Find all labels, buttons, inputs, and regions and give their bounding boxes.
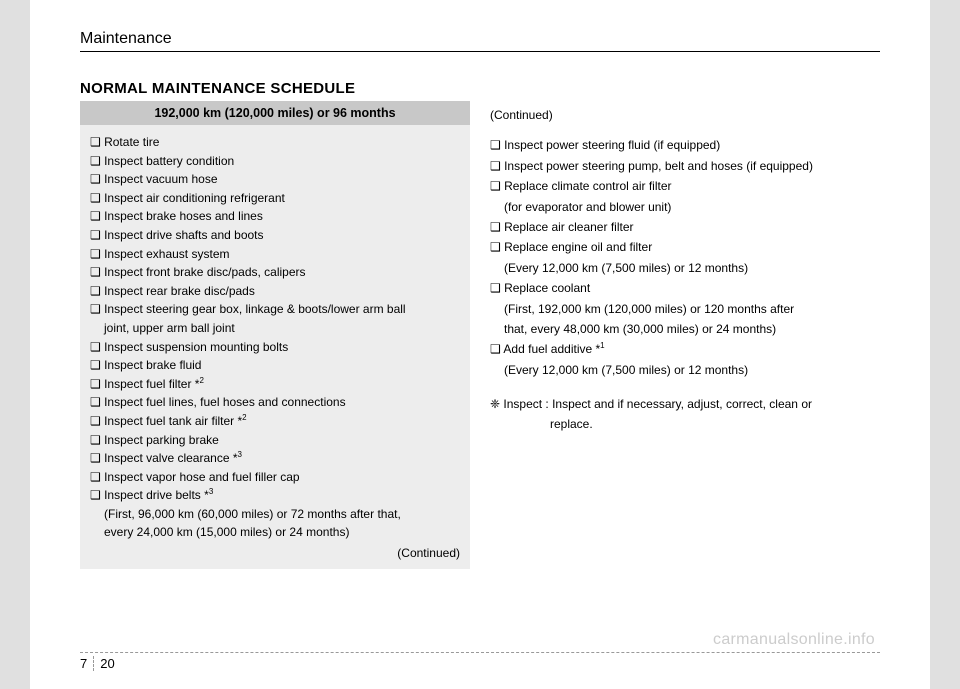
list-item: ❑ Add fuel additive *1 (490, 339, 880, 359)
list-item: ❑ Inspect air conditioning refrigerant (90, 189, 460, 208)
inspect-note: ❈ Inspect : Inspect and if necessary, ad… (490, 394, 880, 435)
list-item: ❑ Inspect drive shafts and boots (90, 226, 460, 245)
manual-page: Maintenance NORMAL MAINTENANCE SCHEDULE … (30, 0, 930, 689)
chapter-number: 7 (80, 656, 94, 671)
right-content: (Continued) ❑ Inspect power steering flu… (490, 101, 880, 380)
section-title: NORMAL MAINTENANCE SCHEDULE (80, 80, 880, 97)
list-item: (First, 96,000 km (60,000 miles) or 72 m… (90, 505, 460, 524)
list-item: ❑ Replace coolant (490, 278, 880, 298)
page-number: 20 (100, 656, 114, 671)
interval-header: 192,000 km (120,000 miles) or 96 months (80, 101, 470, 125)
right-column: (Continued) ❑ Inspect power steering flu… (490, 101, 880, 569)
list-item: ❑ Inspect fuel tank air filter *2 (90, 412, 460, 431)
list-item: ❑ Inspect steering gear box, linkage & b… (90, 300, 460, 319)
list-item: ❑ Inspect power steering pump, belt and … (490, 156, 880, 176)
list-item: ❑ Inspect fuel filter *2 (90, 375, 460, 394)
list-item: (Every 12,000 km (7,500 miles) or 12 mon… (490, 258, 880, 278)
list-item: ❑ Inspect suspension mounting bolts (90, 338, 460, 357)
list-item: ❑ Inspect front brake disc/pads, caliper… (90, 263, 460, 282)
list-item: ❑ Inspect brake hoses and lines (90, 207, 460, 226)
watermark: carmanualsonline.info (713, 631, 875, 649)
list-item: ❑ Inspect power steering fluid (if equip… (490, 135, 880, 155)
inspect-note-line2: replace. (490, 414, 880, 434)
list-item: that, every 48,000 km (30,000 miles) or … (490, 319, 880, 339)
header-title: Maintenance (80, 30, 880, 52)
list-item: ❑ Inspect fuel lines, fuel hoses and con… (90, 393, 460, 412)
page-footer: 7 20 (80, 652, 880, 671)
list-item: (Every 12,000 km (7,500 miles) or 12 mon… (490, 360, 880, 380)
list-item: ❑ Inspect drive belts *3 (90, 486, 460, 505)
list-item: ❑ Inspect battery condition (90, 152, 460, 171)
continued-label-left: (Continued) (90, 544, 460, 563)
maintenance-list-box: ❑ Rotate tire❑ Inspect battery condition… (80, 125, 470, 569)
list-item: (for evaporator and blower unit) (490, 197, 880, 217)
list-item: ❑ Inspect valve clearance *3 (90, 449, 460, 468)
list-item: ❑ Inspect rear brake disc/pads (90, 282, 460, 301)
list-item: ❑ Replace engine oil and filter (490, 237, 880, 257)
list-item: ❑ Inspect vapor hose and fuel filler cap (90, 468, 460, 487)
list-item: (First, 192,000 km (120,000 miles) or 12… (490, 299, 880, 319)
list-item: ❑ Inspect parking brake (90, 431, 460, 450)
left-column: 192,000 km (120,000 miles) or 96 months … (80, 101, 470, 569)
list-item: joint, upper arm ball joint (90, 319, 460, 338)
list-item: ❑ Inspect exhaust system (90, 245, 460, 264)
content-columns: 192,000 km (120,000 miles) or 96 months … (80, 101, 880, 569)
inspect-note-line1: ❈ Inspect : Inspect and if necessary, ad… (490, 394, 880, 414)
list-item: ❑ Rotate tire (90, 133, 460, 152)
list-item: ❑ Inspect vacuum hose (90, 170, 460, 189)
list-item: ❑ Replace air cleaner filter (490, 217, 880, 237)
list-item: ❑ Replace climate control air filter (490, 176, 880, 196)
continued-label-right: (Continued) (490, 105, 880, 125)
list-item: every 24,000 km (15,000 miles) or 24 mon… (90, 523, 460, 542)
list-item: ❑ Inspect brake fluid (90, 356, 460, 375)
